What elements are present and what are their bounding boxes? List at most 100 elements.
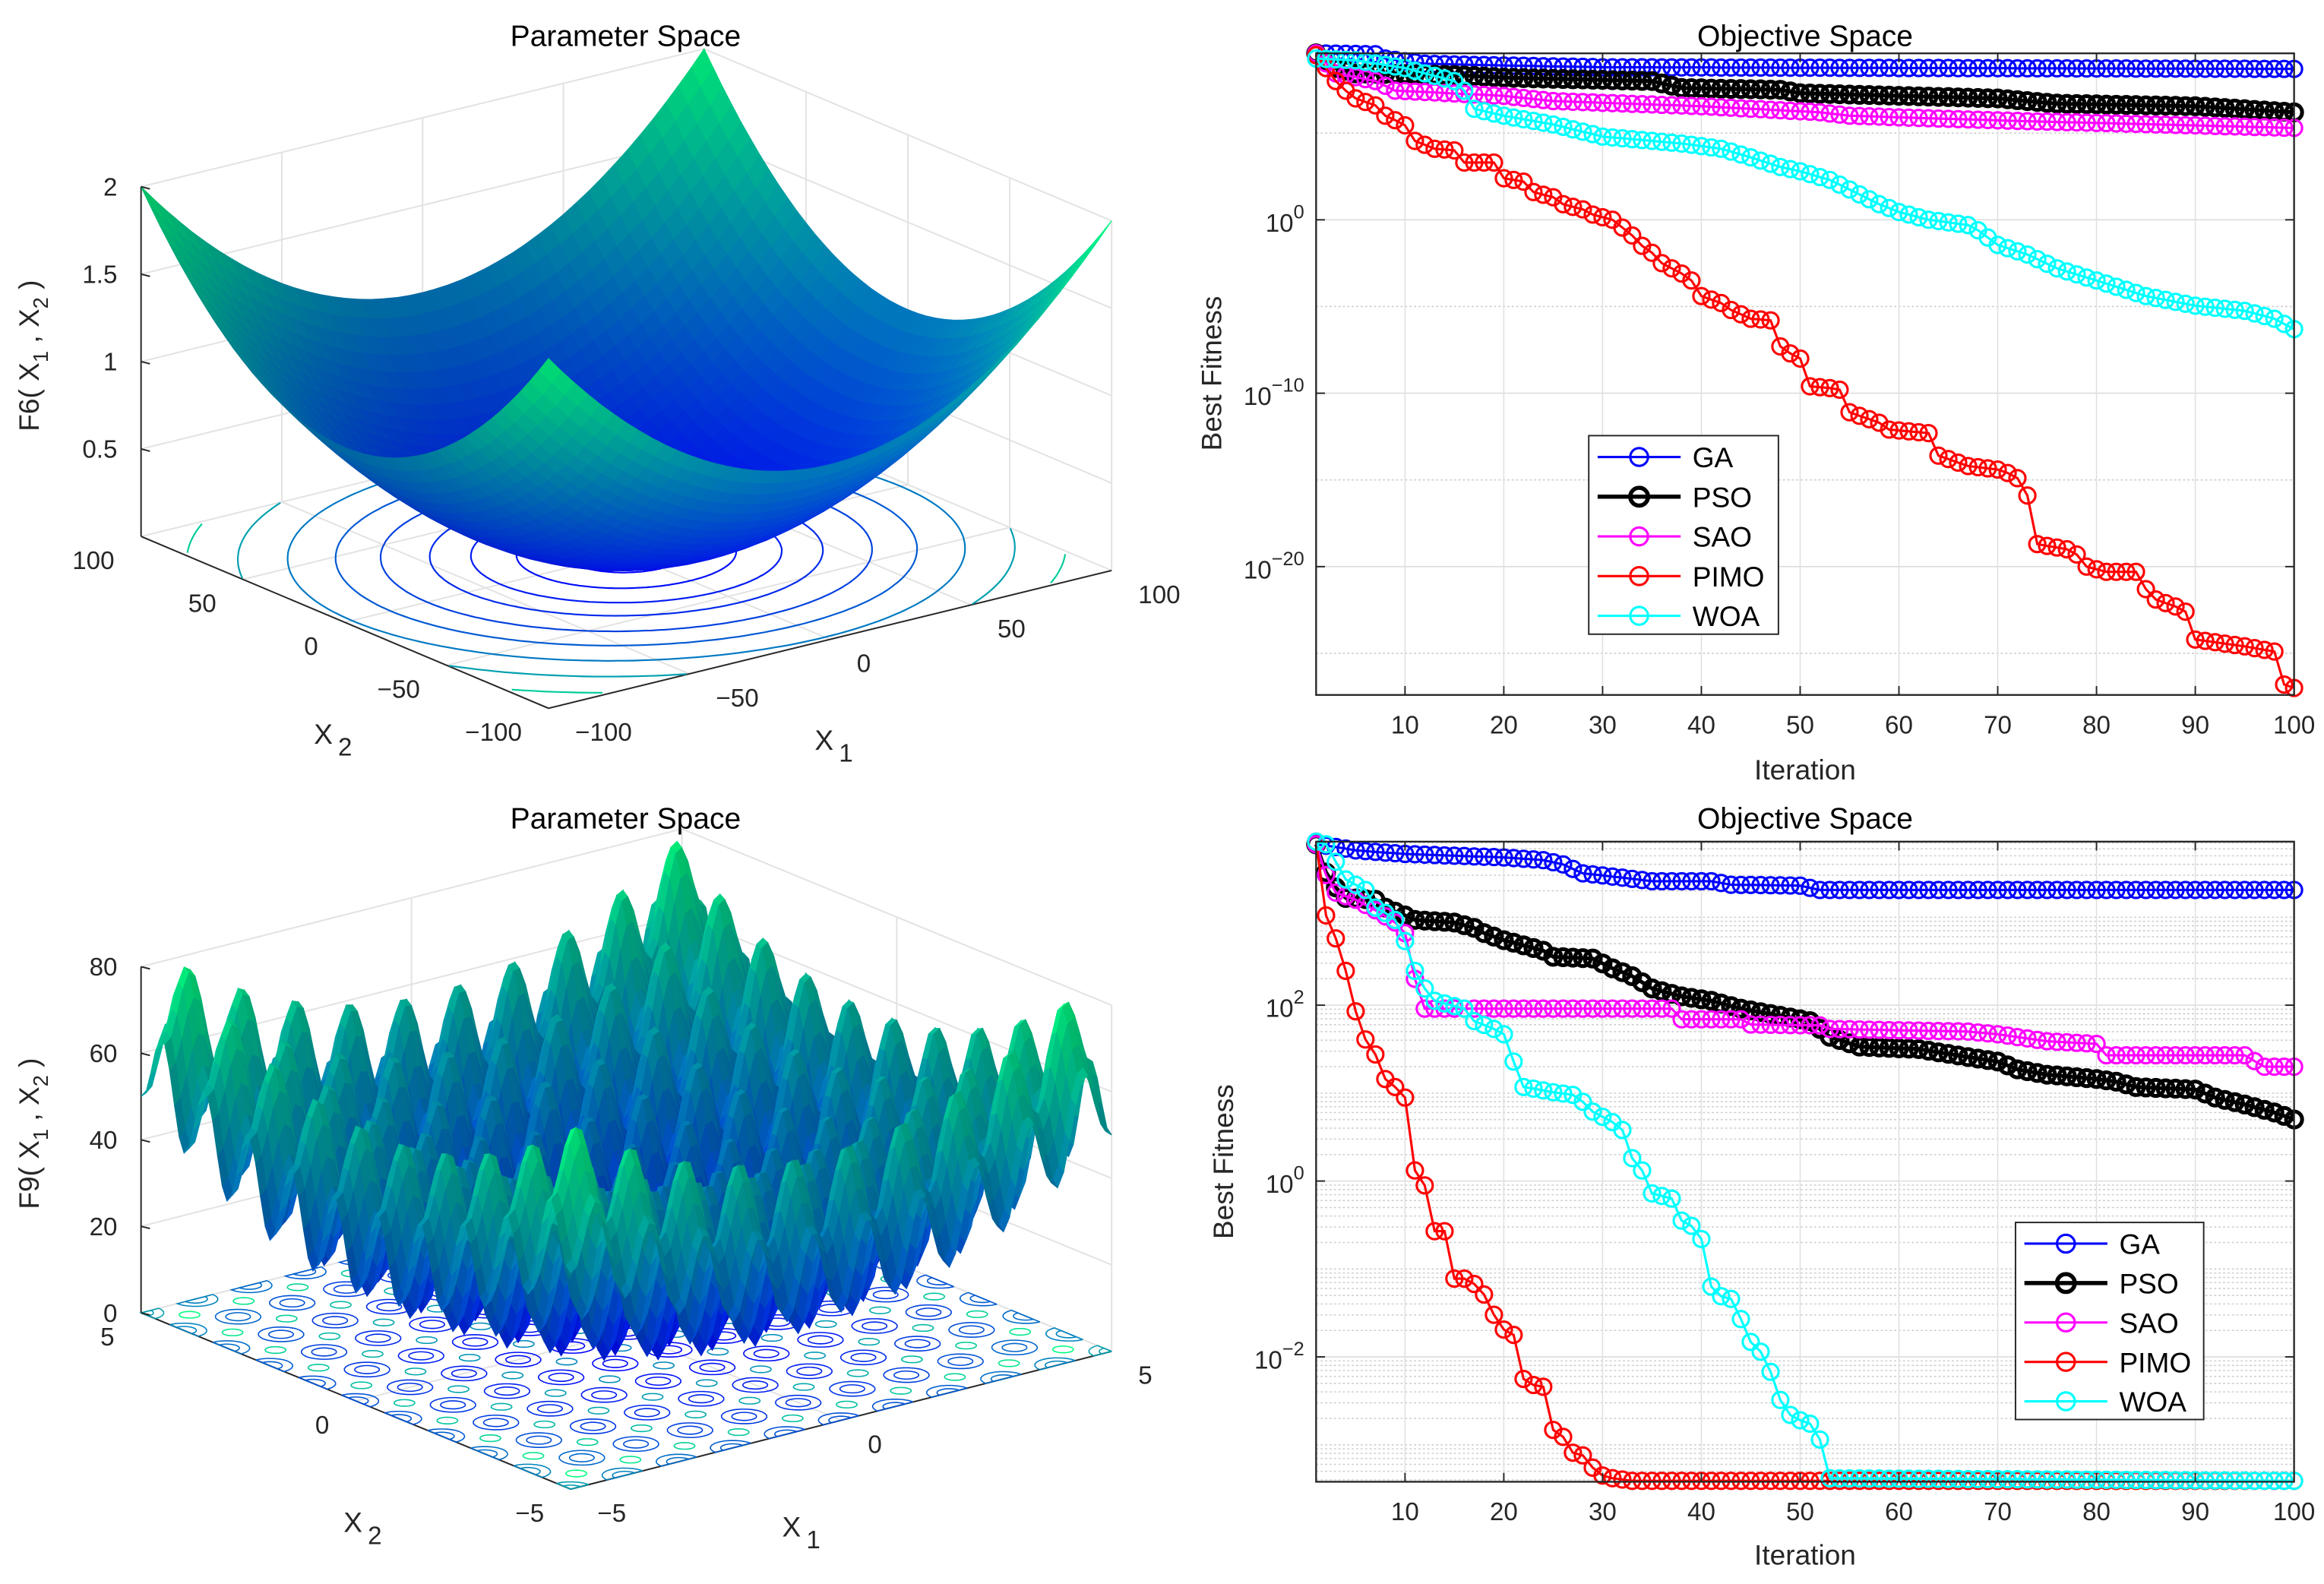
contour-line: [937, 1353, 984, 1370]
contour-line: [915, 1307, 942, 1317]
contour-line: [839, 1349, 887, 1366]
z-tick-label: 2: [103, 173, 117, 201]
contour-line: [782, 1414, 804, 1423]
contour-line: [447, 1385, 470, 1393]
contour-line: [558, 1450, 606, 1466]
contour-line: [948, 1322, 995, 1338]
contour-line: [836, 1400, 858, 1409]
contour-line: [229, 1279, 273, 1294]
contour-line: [307, 1364, 330, 1372]
contour-line: [904, 1339, 931, 1348]
contour-line: [1013, 1312, 1034, 1321]
contour-line: [720, 1409, 768, 1424]
contour-line: [641, 1393, 664, 1401]
contour-line: [580, 1421, 606, 1431]
contour-line: [592, 1355, 639, 1372]
contour-line: [548, 1372, 574, 1382]
contour-line: [966, 1310, 988, 1318]
z-tick-label: 1: [103, 349, 117, 377]
contour-line: [612, 1436, 659, 1453]
x-tick-label: 90: [2181, 711, 2209, 739]
x-tick-label: −50: [716, 685, 758, 713]
contour-line: [436, 1416, 459, 1424]
contour-line: [839, 1384, 865, 1394]
z-axis-label-part: 2: [29, 297, 52, 308]
contour-line: [893, 1370, 920, 1380]
contour-line: [883, 1367, 930, 1383]
contour-line: [814, 1320, 837, 1328]
contour-line: [429, 1396, 476, 1413]
contour-line: [440, 1400, 466, 1410]
contour-line: [797, 1332, 844, 1348]
contour-line: [526, 1400, 574, 1417]
contour-line: [318, 1332, 341, 1340]
contour-line: [322, 1316, 349, 1326]
contour-line: [710, 1440, 751, 1453]
x-tick-label: 100: [1138, 581, 1180, 609]
contour-line: [1002, 1309, 1040, 1324]
y-tick-label: 100: [72, 547, 114, 575]
contour-line: [850, 1352, 877, 1362]
contour-line: [225, 1312, 251, 1322]
contour-line: [221, 1328, 244, 1336]
contour-line: [731, 1412, 757, 1421]
contour-line: [286, 1283, 309, 1292]
contour-line: [923, 1292, 945, 1301]
contour-line: [1034, 1357, 1076, 1371]
contour-line: [631, 1424, 653, 1433]
legend-label: SAO: [1693, 521, 1752, 553]
contour-line: [947, 1356, 974, 1366]
y-tick-label: −50: [378, 676, 420, 704]
contour-line: [275, 1314, 298, 1323]
contour-line: [998, 1359, 1020, 1367]
y-tick-base: 10: [1244, 383, 1272, 411]
contour-line: [634, 1373, 681, 1390]
contour-line: [175, 1294, 219, 1307]
contour-line: [434, 1431, 455, 1440]
contour-line: [587, 1406, 610, 1415]
contour-line: [580, 1386, 628, 1403]
contour-line: [645, 1376, 672, 1386]
contour-line: [666, 1422, 713, 1438]
z-axis-label-part: , X: [13, 308, 45, 351]
contour-line: [1051, 1345, 1074, 1354]
contour-line: [479, 1434, 501, 1443]
z-axis-label: F6( X1 , X2 ): [13, 280, 52, 432]
contour-line: [232, 1297, 255, 1305]
contour-line: [522, 1452, 545, 1460]
y-tick-label: 10−10: [1244, 375, 1304, 412]
contour-line: [483, 1383, 531, 1399]
contour-line: [515, 1432, 562, 1448]
contour-line: [786, 1363, 833, 1380]
legend-label: WOA: [1693, 600, 1760, 632]
contour-line: [1088, 1345, 1112, 1357]
contour-line: [890, 1386, 912, 1395]
x-tick-label: −100: [575, 719, 632, 747]
z-axis-label-part: 1: [29, 351, 52, 362]
contour-line: [792, 1383, 815, 1391]
y-tick-label: 50: [188, 590, 217, 618]
contour-line: [476, 1449, 498, 1458]
contour-line: [362, 1350, 384, 1358]
contour-line: [397, 1348, 444, 1364]
contour-line: [653, 1361, 675, 1370]
contour-line: [568, 1453, 595, 1462]
contour-line: [753, 1348, 779, 1358]
x-axis-label-subscript: 1: [839, 740, 852, 768]
y-axis-label: X: [314, 718, 333, 750]
x-tick-label: 40: [1687, 711, 1715, 739]
contour-line: [343, 1361, 390, 1378]
contour-line: [565, 1469, 587, 1478]
contour-line: [738, 1396, 761, 1405]
x-tick-label: 10: [1391, 711, 1419, 739]
contour-line: [695, 1379, 718, 1387]
contour-line: [955, 1342, 977, 1350]
contour-line: [473, 1415, 520, 1431]
y-axis-label-subscript: 2: [338, 734, 352, 762]
f6-surface-panel: 0.511.52−100−50050100−100−50050100Parame…: [13, 20, 1181, 767]
panel-title: Parameter Space: [511, 20, 741, 52]
x-tick-label: 20: [1490, 711, 1518, 739]
contour-line: [462, 1337, 489, 1347]
